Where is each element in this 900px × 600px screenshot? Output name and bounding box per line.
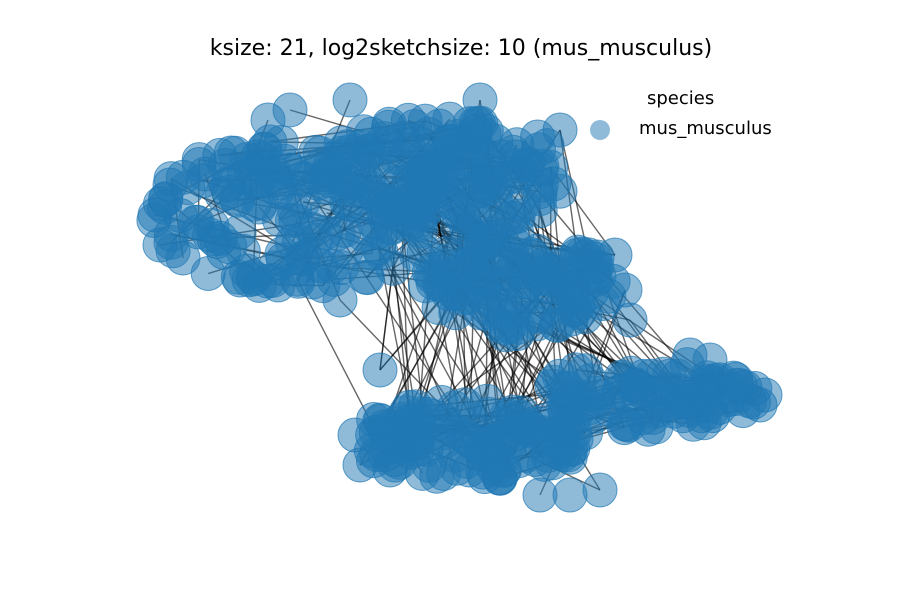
network-node — [558, 352, 594, 388]
network-node — [451, 178, 487, 214]
network-node — [453, 424, 489, 460]
network-node — [403, 213, 439, 249]
network-node — [181, 147, 217, 182]
network-node — [522, 477, 558, 513]
legend-label: mus_musculus — [639, 118, 772, 139]
legend-marker-icon — [590, 120, 610, 140]
legend: species mus_musculus — [585, 86, 805, 146]
network-node — [352, 170, 388, 206]
network-node — [672, 337, 708, 373]
network-node — [357, 141, 393, 177]
network-node — [542, 112, 578, 148]
network-node — [508, 437, 544, 473]
network-node — [322, 282, 358, 318]
network-node — [332, 82, 368, 118]
network-node — [371, 109, 407, 145]
network-node — [471, 396, 507, 432]
network-node — [597, 237, 633, 273]
network-node — [612, 302, 648, 338]
network-node — [213, 135, 249, 171]
network-node — [433, 125, 469, 160]
network-node — [202, 220, 238, 256]
network-node — [342, 447, 378, 483]
network-node — [349, 260, 385, 296]
network-node — [533, 269, 569, 305]
network-node — [470, 263, 506, 299]
network-node — [482, 460, 517, 496]
network-node — [462, 82, 498, 118]
network-node — [466, 228, 502, 264]
network-node — [607, 272, 643, 308]
network-node — [337, 417, 373, 453]
network-node — [260, 267, 296, 303]
node-layer — [136, 82, 783, 513]
network-node — [552, 477, 588, 513]
network-node — [362, 352, 398, 388]
network-node — [582, 472, 618, 508]
network-node — [222, 262, 258, 298]
network-node — [272, 92, 308, 128]
network-node — [499, 215, 535, 251]
network-node — [142, 227, 178, 263]
network-node — [428, 248, 464, 284]
network-node — [560, 234, 596, 270]
network-node — [411, 447, 447, 483]
network-node — [152, 167, 188, 203]
network-node — [482, 308, 518, 344]
network-node — [578, 375, 614, 411]
network-node — [742, 387, 778, 423]
network-node — [294, 211, 330, 247]
network-node — [684, 398, 720, 434]
network-node — [372, 452, 408, 488]
legend-title: species — [647, 88, 715, 109]
network-node — [625, 400, 661, 436]
network-node — [137, 197, 173, 233]
network-node — [236, 186, 272, 222]
figure-title: ksize: 21, log2sketchsize: 10 (mus_muscu… — [209, 36, 713, 61]
network-node — [403, 414, 439, 450]
network-node — [540, 307, 575, 343]
